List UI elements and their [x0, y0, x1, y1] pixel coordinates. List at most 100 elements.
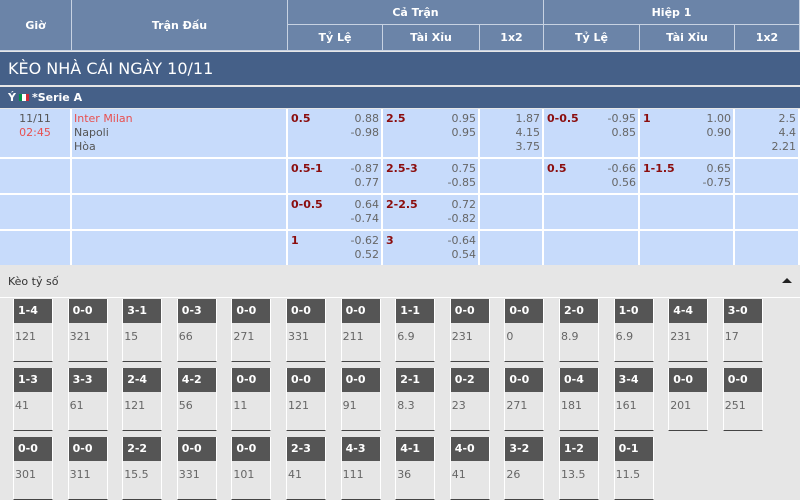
collapse-arrow-icon[interactable]	[782, 278, 792, 283]
score-card[interactable]: 1-0 6.9	[613, 299, 654, 362]
score-label: 4-4	[669, 299, 708, 323]
score-label: 2-3	[287, 437, 325, 461]
score-card[interactable]: 2-0 8.9	[559, 299, 599, 362]
odds-1x2-value[interactable]: 2.5	[778, 112, 797, 125]
odds-value[interactable]: 0.72	[451, 198, 477, 211]
score-card[interactable]: 3-4 161	[613, 368, 654, 431]
score-card[interactable]: 0-0 11	[231, 368, 272, 431]
score-card[interactable]: 0-0 91	[340, 368, 381, 431]
score-card[interactable]: 1-4 121	[13, 299, 53, 362]
score-card[interactable]: 0-0 271	[504, 368, 545, 431]
odds-cell	[480, 231, 544, 267]
score-card[interactable]: 3-1 15	[122, 299, 163, 362]
score-card[interactable]: 0-0 201	[668, 368, 709, 431]
odds-value[interactable]: -0.98	[350, 126, 379, 139]
score-label: 0-0	[14, 437, 52, 461]
score-price: 56	[178, 399, 193, 412]
odds-value[interactable]: 0.56	[611, 176, 637, 189]
score-card[interactable]: 3-2 26	[504, 437, 545, 500]
score-card[interactable]: 1-3 41	[13, 368, 53, 431]
score-card[interactable]: 0-1 11.5	[613, 437, 654, 500]
odds-1x2-value[interactable]: 3.75	[515, 140, 541, 153]
score-card[interactable]: 0-0 321	[67, 299, 108, 362]
odds-value[interactable]: -0.62	[350, 234, 379, 247]
odds-cell	[0, 159, 72, 195]
score-price: 17	[724, 330, 739, 343]
odds-value[interactable]: -0.66	[607, 162, 636, 175]
score-card[interactable]: 0-2 23	[449, 368, 490, 431]
odds-cell: 1.87 4.15 3.75	[480, 109, 544, 159]
score-card[interactable]: 0-0 101	[231, 437, 272, 500]
odds-value[interactable]: -0.74	[350, 212, 379, 225]
score-card[interactable]: 0-0 211	[340, 299, 381, 362]
odds-1x2-value[interactable]: 1.87	[515, 112, 541, 125]
odds-value[interactable]: 0.54	[451, 248, 477, 261]
odds-cell: 0-0.5 0.64 -0.74	[288, 195, 383, 231]
league-row[interactable]: Ý *Serie A	[0, 87, 800, 108]
odds-cell	[480, 195, 544, 231]
score-card[interactable]: 0-0 331	[176, 437, 217, 500]
score-card[interactable]: 2-4 121	[122, 368, 163, 431]
odds-value[interactable]: 0.85	[611, 126, 637, 139]
score-card[interactable]: 3-0 17	[722, 299, 763, 362]
score-price: 311	[69, 468, 91, 481]
odds-value[interactable]: 0.64	[354, 198, 380, 211]
score-price: 271	[233, 330, 255, 343]
score-card[interactable]: 0-0 311	[67, 437, 108, 500]
score-card[interactable]: 4-3 111	[340, 437, 381, 500]
score-card[interactable]: 0-0 0	[504, 299, 545, 362]
odds-value[interactable]: 0.95	[451, 126, 477, 139]
odds-1x2-value[interactable]: 2.21	[771, 140, 797, 153]
odds-value[interactable]: 0.75	[451, 162, 477, 175]
score-card[interactable]: 3-3 61	[67, 368, 108, 431]
odds-value[interactable]: -0.64	[447, 234, 476, 247]
score-price: 66	[178, 330, 193, 343]
score-label: 1-0	[614, 299, 653, 323]
score-card[interactable]: 0-0 301	[13, 437, 53, 500]
score-card[interactable]: 0-0 121	[286, 368, 326, 431]
score-price: 161	[615, 399, 637, 412]
score-price: 11.5	[615, 468, 641, 481]
score-card[interactable]: 0-0 251	[722, 368, 763, 431]
away-team[interactable]: Napoli	[74, 126, 109, 139]
score-card[interactable]: 0-4 181	[559, 368, 599, 431]
score-card[interactable]: 2-2 15.5	[122, 437, 163, 500]
odds-line: 1	[643, 112, 651, 125]
score-card[interactable]: 1-2 13.5	[559, 437, 599, 500]
score-card[interactable]: 4-2 56	[176, 368, 217, 431]
score-card[interactable]: 4-4 231	[668, 299, 709, 362]
score-label: 0-0	[341, 368, 380, 392]
odds-value[interactable]: -0.95	[607, 112, 636, 125]
odds-value[interactable]: -0.82	[447, 212, 476, 225]
odds-value[interactable]: 0.88	[354, 112, 380, 125]
odds-value[interactable]: -0.85	[447, 176, 476, 189]
odds-cell	[544, 195, 640, 231]
odds-1x2-value[interactable]: 4.15	[515, 126, 541, 139]
score-card[interactable]: 0-0 231	[449, 299, 490, 362]
score-card[interactable]: 0-3 66	[176, 299, 217, 362]
odds-1x2-value[interactable]: 4.4	[778, 126, 797, 139]
score-card[interactable]: 0-0 331	[286, 299, 326, 362]
home-team[interactable]: Inter Milan	[74, 112, 133, 125]
score-card[interactable]: 4-1 36	[395, 437, 436, 500]
score-price: 101	[233, 468, 255, 481]
score-card[interactable]: 2-1 8.3	[395, 368, 436, 431]
score-card[interactable]: 2-3 41	[286, 437, 326, 500]
odds-value[interactable]: 0.90	[706, 126, 732, 139]
odds-value[interactable]: -0.87	[350, 162, 379, 175]
score-price: 201	[670, 399, 692, 412]
score-card[interactable]: 4-0 41	[449, 437, 490, 500]
odds-value[interactable]: 0.65	[706, 162, 732, 175]
score-card[interactable]: 1-1 6.9	[395, 299, 436, 362]
odds-line: 0.5-1	[291, 162, 323, 175]
odds-cell: Inter Milan Napoli Hòa	[72, 109, 288, 159]
odds-value[interactable]: -0.75	[702, 176, 731, 189]
score-price: 41	[15, 399, 29, 412]
odds-value[interactable]: 0.95	[451, 112, 477, 125]
odds-value[interactable]: 1.00	[706, 112, 732, 125]
score-card[interactable]: 0-0 271	[231, 299, 272, 362]
score-price: 121	[124, 399, 146, 412]
score-price: 331	[178, 468, 200, 481]
odds-value[interactable]: 0.52	[354, 248, 380, 261]
odds-value[interactable]: 0.77	[354, 176, 380, 189]
